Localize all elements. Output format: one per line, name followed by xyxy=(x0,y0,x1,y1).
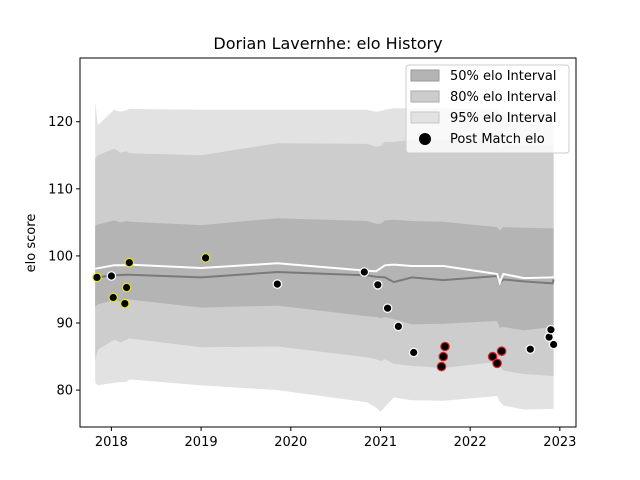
legend-swatch-50 xyxy=(410,69,440,82)
legend-swatch-80 xyxy=(410,90,440,103)
post-match-point-16 xyxy=(487,351,498,362)
y-axis: 80 90 100 110 120 xyxy=(48,115,80,399)
post-match-point-0 xyxy=(92,272,102,283)
chart-title: Dorian Lavernhe: elo History xyxy=(213,34,442,53)
legend-swatch-95 xyxy=(410,111,440,124)
post-match-point-10 xyxy=(382,303,393,313)
y-tick-label-90: 90 xyxy=(56,317,73,332)
y-tick-label-100: 100 xyxy=(48,249,73,264)
legend-label-post-match: Post Match elo xyxy=(450,132,545,147)
y-tick-label-110: 110 xyxy=(48,182,73,197)
post-match-point-13 xyxy=(436,361,447,372)
legend-label-50: 50% elo Interval xyxy=(450,69,557,84)
post-match-point-9 xyxy=(372,279,383,290)
post-match-points xyxy=(92,253,559,372)
y-tick-label-120: 120 xyxy=(48,115,73,130)
x-tick-label-2018: 2018 xyxy=(95,435,128,450)
plot-area xyxy=(92,101,559,412)
median-elo-line xyxy=(95,270,555,285)
x-axis: 2018 2019 2020 2021 2022 2023 xyxy=(95,427,576,450)
post-match-point-7 xyxy=(272,279,283,289)
post-match-point-22 xyxy=(548,339,559,350)
legend-label-95: 95% elo Interval xyxy=(450,111,557,126)
post-match-point-5 xyxy=(124,257,135,268)
x-tick-label-2021: 2021 xyxy=(364,435,397,450)
y-axis-label: elo score xyxy=(24,214,39,273)
x-tick-label-2020: 2020 xyxy=(274,435,307,450)
legend: 50% elo Interval 80% elo Interval 95% el… xyxy=(405,64,570,154)
legend-label-80: 80% elo Interval xyxy=(450,90,557,105)
legend-box xyxy=(405,64,570,154)
post-match-point-4 xyxy=(121,282,132,293)
legend-marker-post-match xyxy=(419,133,431,145)
post-match-point-19 xyxy=(525,344,536,354)
post-match-point-11 xyxy=(393,321,404,332)
y-tick-label-80: 80 xyxy=(56,384,73,399)
plot-frame xyxy=(79,57,577,428)
post-match-point-18 xyxy=(496,346,507,356)
post-match-point-14 xyxy=(438,351,449,362)
post-match-point-8 xyxy=(359,267,370,277)
post-match-point-2 xyxy=(108,292,118,303)
x-tick-label-2019: 2019 xyxy=(185,435,218,450)
x-tick-label-2023: 2023 xyxy=(543,435,576,450)
post-match-point-12 xyxy=(408,347,419,358)
post-match-point-21 xyxy=(546,324,556,335)
post-match-point-15 xyxy=(440,341,450,352)
post-match-point-17 xyxy=(492,358,502,369)
x-tick-label-2022: 2022 xyxy=(454,435,487,450)
post-match-point-3 xyxy=(120,298,130,309)
post-match-point-1 xyxy=(106,271,117,281)
post-match-point-6 xyxy=(200,253,211,263)
